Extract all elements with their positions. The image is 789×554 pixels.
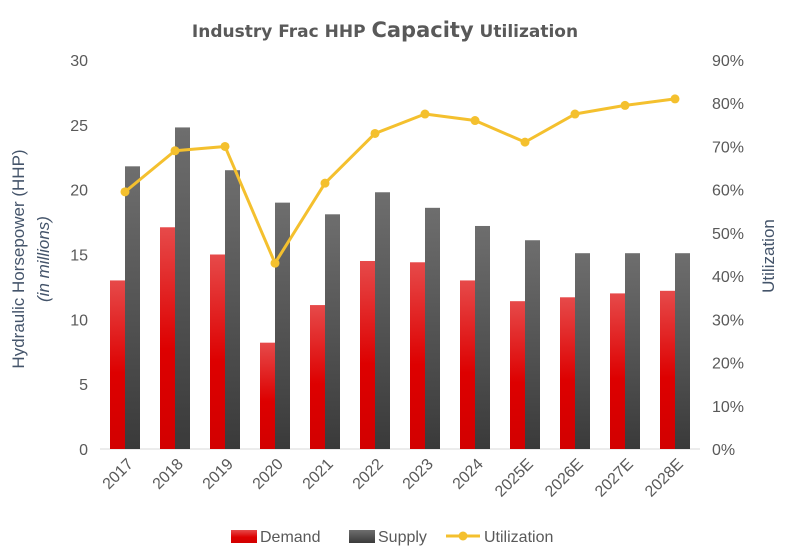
legend: Demand Supply Utilization (231, 529, 553, 546)
utilization-point (220, 141, 230, 151)
x-axis-tick: 2024 (450, 456, 487, 493)
bar-supply (675, 253, 690, 449)
bar-supply (175, 127, 190, 449)
y-axis-right-tick: 50% (712, 226, 744, 243)
x-axis-tick: 2022 (350, 456, 387, 493)
y-axis-left-tick: 15 (70, 248, 88, 265)
utilization-series (120, 94, 680, 268)
y-axis-right-tick: 60% (712, 183, 744, 200)
legend-item-utilization: Utilization (446, 529, 553, 546)
legend-marker-utilization (458, 531, 468, 541)
x-axis-ticks: 2017 2018 2019 2020 2021 2022 2023 2024 2025E 202… (100, 456, 687, 501)
legend-label-demand: Demand (260, 529, 320, 546)
bar-demand (360, 260, 375, 449)
bar-demand (160, 227, 175, 449)
utilization-point (670, 94, 680, 104)
x-axis-tick: 2023 (400, 456, 437, 493)
utilization-point (370, 128, 380, 138)
legend-swatch-supply (349, 530, 375, 543)
x-axis-tick: 2019 (200, 456, 237, 493)
bar-supply (325, 214, 340, 449)
bar-demand (610, 293, 625, 449)
y-axis-left-label: Hydraulic Horsepower (HHP) (9, 149, 28, 368)
bar-supply (375, 192, 390, 449)
bar-demand (410, 262, 425, 449)
utilization-point (120, 187, 130, 197)
y-axis-right-tick: 40% (712, 269, 744, 286)
utilization-point (320, 178, 330, 188)
bars (110, 127, 690, 449)
utilization-point (620, 100, 630, 110)
bar-demand (510, 301, 525, 449)
utilization-point (420, 109, 430, 119)
bar-demand (660, 290, 675, 449)
y-axis-right-tick: 10% (712, 399, 744, 416)
chart-title: Industry Frac HHP Capacity Utilization (192, 18, 578, 42)
y-axis-left-ticks: 0 5 10 15 20 25 30 (70, 53, 88, 459)
utilization-point (570, 109, 580, 119)
bar-supply (625, 253, 640, 449)
x-axis-tick: 2025E (492, 456, 537, 501)
bar-supply (225, 170, 240, 449)
y-axis-right-tick: 0% (712, 442, 735, 459)
utilization-point (270, 258, 280, 268)
y-axis-right-label: Utilization (759, 219, 778, 293)
y-axis-left-tick: 20 (70, 183, 88, 200)
y-axis-right-tick: 30% (712, 312, 744, 329)
y-axis-left-tick: 30 (70, 53, 88, 70)
bar-demand (210, 254, 225, 449)
legend-label-supply: Supply (378, 529, 427, 546)
x-axis-tick: 2027E (592, 456, 637, 501)
y-axis-right-tick: 70% (712, 139, 744, 156)
x-axis-tick: 2020 (250, 456, 287, 493)
bar-supply (475, 225, 490, 449)
x-axis-tick: 2017 (100, 456, 137, 493)
legend-item-demand: Demand (231, 529, 320, 546)
bar-demand (460, 280, 475, 449)
y-axis-right-ticks: 0% 10% 20% 30% 40% 50% 60% 70% 80% 90% (712, 53, 744, 459)
bar-demand (310, 305, 325, 449)
bar-supply (525, 240, 540, 449)
x-axis-tick: 2026E (542, 456, 587, 501)
y-axis-left-tick: 10 (70, 312, 88, 329)
bar-supply (425, 207, 440, 449)
y-axis-left-tick: 25 (70, 118, 88, 135)
legend-item-supply: Supply (349, 529, 427, 546)
bar-supply (275, 202, 290, 449)
y-axis-left-tick: 5 (79, 377, 88, 394)
bar-supply (575, 253, 590, 449)
bar-demand (110, 280, 125, 449)
utilization-line (124, 97, 676, 265)
x-axis-tick: 2018 (150, 456, 187, 493)
y-axis-left-tick: 0 (79, 442, 88, 459)
utilization-point (520, 137, 530, 147)
y-axis-right-tick: 20% (712, 356, 744, 373)
legend-swatch-demand (231, 530, 257, 543)
y-axis-left-sublabel: (in millions) (34, 216, 53, 302)
utilization-point (470, 116, 480, 126)
bar-demand (560, 297, 575, 449)
y-axis-right-tick: 80% (712, 96, 744, 113)
utilization-point (170, 146, 180, 156)
y-axis-right-tick: 90% (712, 53, 744, 70)
x-axis-tick: 2028E (642, 456, 687, 501)
legend-label-utilization: Utilization (484, 529, 553, 546)
x-axis-tick: 2021 (300, 456, 337, 493)
bar-demand (260, 342, 275, 449)
bar-supply (125, 166, 140, 449)
